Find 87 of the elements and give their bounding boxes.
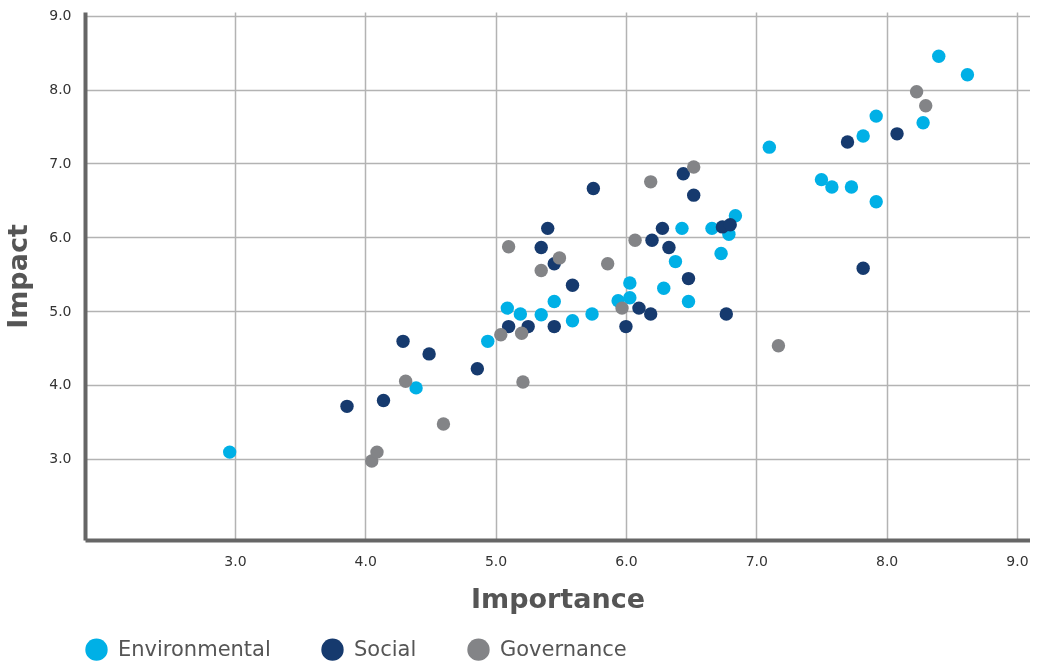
point <box>409 381 423 395</box>
point <box>565 313 580 328</box>
x-axis-title: Importance <box>470 582 646 614</box>
point <box>500 301 515 315</box>
point <box>222 445 237 459</box>
point <box>547 319 561 334</box>
point <box>541 221 555 236</box>
y-tick-label: 8.0 <box>49 81 72 98</box>
point <box>628 233 642 247</box>
x-tick-label: 9.0 <box>1006 552 1029 569</box>
point <box>422 347 436 361</box>
point <box>869 109 883 123</box>
point <box>396 334 410 349</box>
legend-label: Environmental <box>118 636 271 661</box>
point <box>514 326 529 340</box>
point <box>771 339 786 353</box>
point <box>552 251 567 265</box>
point <box>657 281 671 295</box>
legend-label: Social <box>354 636 417 661</box>
point <box>687 188 701 202</box>
x-tick-label: 5.0 <box>484 552 508 569</box>
point <box>856 261 870 275</box>
point <box>844 180 859 194</box>
point <box>619 319 633 334</box>
point <box>681 294 696 309</box>
point <box>547 294 561 309</box>
point <box>436 417 451 431</box>
point <box>890 127 904 141</box>
point <box>662 240 676 255</box>
point <box>470 361 485 376</box>
point <box>916 116 930 130</box>
point <box>719 307 733 321</box>
x-tick-label: 3.0 <box>224 552 247 569</box>
x-tick-label: 8.0 <box>875 552 899 569</box>
y-axis-title: Impact <box>2 224 34 329</box>
y-tick-label: 3.0 <box>49 450 72 467</box>
legend-label: Governance <box>500 636 627 661</box>
point <box>840 135 855 149</box>
point <box>513 307 528 321</box>
point <box>585 307 599 321</box>
point <box>632 301 646 315</box>
point <box>856 129 870 143</box>
y-tick-label: 6.0 <box>49 228 72 245</box>
point <box>960 68 975 82</box>
point <box>714 246 728 261</box>
point <box>643 307 658 321</box>
point <box>481 334 495 349</box>
x-tick-label: 4.0 <box>354 552 377 569</box>
point <box>586 181 601 196</box>
point <box>676 167 690 181</box>
point <box>534 263 548 278</box>
point <box>565 278 580 292</box>
point <box>501 240 516 254</box>
y-tick-label: 9.0 <box>49 7 72 24</box>
point <box>398 374 413 388</box>
point <box>623 276 637 290</box>
point <box>376 393 391 408</box>
point <box>668 254 683 269</box>
point <box>655 221 670 236</box>
point <box>600 257 615 271</box>
point <box>370 445 384 459</box>
point <box>723 217 737 232</box>
y-tick-label: 5.0 <box>49 302 72 319</box>
point <box>825 180 839 194</box>
point <box>615 301 629 315</box>
y-tick-label: 7.0 <box>49 154 72 171</box>
point <box>643 175 658 189</box>
x-tick-label: 6.0 <box>615 552 638 569</box>
y-tick-label: 4.0 <box>49 376 72 393</box>
point <box>687 160 701 174</box>
point <box>645 233 659 247</box>
point <box>919 99 933 113</box>
point <box>869 195 883 209</box>
x-tick-label: 7.0 <box>745 552 768 569</box>
point <box>814 172 829 187</box>
point <box>932 49 946 63</box>
point <box>534 240 548 255</box>
point <box>516 375 530 389</box>
point <box>675 221 689 236</box>
point <box>534 308 548 322</box>
point <box>681 271 696 286</box>
point <box>501 319 516 334</box>
point <box>340 399 354 414</box>
point <box>909 85 924 99</box>
point <box>494 328 508 342</box>
point <box>762 140 777 154</box>
point <box>623 291 637 305</box>
